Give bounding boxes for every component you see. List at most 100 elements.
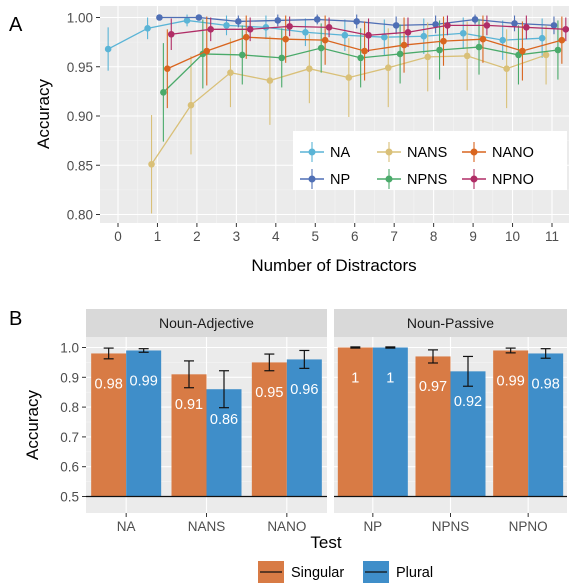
facet-strip: [334, 309, 567, 337]
data-point: [444, 22, 451, 29]
legend-key: [308, 175, 316, 183]
y-tick-label: 0.85: [67, 158, 93, 173]
data-point: [306, 65, 313, 73]
bar-plural: [372, 347, 408, 497]
legend-label: NP: [330, 172, 350, 188]
x-tick-label: NP: [363, 519, 382, 534]
data-point: [432, 21, 439, 28]
y-tick-label: 0.8: [60, 400, 79, 415]
bar-singular: [337, 347, 373, 497]
y-tick-label: 0.80: [67, 208, 93, 223]
data-point: [207, 26, 215, 33]
panel-a: 0.800.850.900.951.000 1 2 3 4 5 6 7 8 9 10 11NANPNA…: [9, 6, 569, 275]
data-point: [160, 89, 167, 96]
data-point: [321, 36, 329, 44]
series-npno: [167, 15, 569, 52]
data-label: 1: [351, 370, 359, 386]
data-point: [195, 14, 203, 21]
bar-singular: [91, 353, 127, 497]
data-point: [187, 101, 195, 109]
data-point: [317, 44, 325, 52]
x-tick-label: 1: [154, 229, 162, 244]
data-label: 0.99: [130, 373, 158, 389]
data-point: [392, 22, 400, 29]
bar-plural: [286, 359, 322, 497]
x-tick-label: 0: [114, 229, 122, 244]
y-tick-label: 1.00: [67, 11, 93, 26]
legend-key: [385, 148, 393, 156]
legend-label: NPNS: [407, 172, 447, 188]
data-label: 0.86: [210, 412, 238, 428]
x-tick-label: 11: [545, 229, 559, 244]
x-tick-label: 5: [312, 229, 320, 244]
data-point: [144, 25, 151, 32]
data-point: [471, 16, 479, 23]
data-point: [550, 22, 558, 29]
data-point: [246, 26, 254, 33]
facet-title: Noun-Adjective: [159, 315, 254, 331]
y-axis-title: Accuracy: [23, 390, 42, 460]
data-point: [274, 17, 282, 24]
bar-plural: [450, 371, 486, 497]
x-tick-label: NPNO: [509, 519, 548, 534]
data-label: 0.98: [532, 376, 560, 392]
y-tick-label: 0.5: [60, 490, 79, 505]
series-npns: [160, 19, 562, 142]
data-point: [384, 64, 392, 72]
legend-label: Singular: [291, 565, 344, 581]
legend-key: [470, 148, 478, 156]
data-point: [519, 47, 526, 55]
data-point: [341, 31, 349, 39]
x-tick-label: NPNS: [432, 519, 470, 534]
data-point: [357, 54, 364, 62]
x-tick-label: 7: [390, 229, 398, 244]
legend-key: [308, 148, 316, 156]
x-tick-label: 6: [351, 229, 359, 244]
series-nano: [164, 15, 566, 109]
data-point: [420, 32, 428, 40]
bar-plural: [528, 353, 564, 497]
data-point: [223, 22, 230, 29]
data-point: [365, 31, 372, 39]
data-point: [345, 74, 353, 81]
legend-label: NPNO: [492, 172, 534, 188]
data-point: [538, 34, 546, 42]
bar-singular: [415, 356, 451, 497]
data-point: [381, 33, 388, 41]
bar-singular: [251, 362, 287, 497]
data-point: [278, 54, 286, 62]
data-point: [499, 36, 506, 44]
data-point: [325, 24, 333, 31]
bar-singular: [171, 374, 207, 497]
x-tick-label: 8: [430, 229, 438, 244]
data-point: [183, 17, 191, 24]
data-point: [302, 28, 309, 36]
data-point: [148, 160, 155, 168]
legend: NA NP NANS NPNS NANO NPNO: [293, 131, 567, 190]
data-point: [282, 35, 289, 43]
data-label: 1: [386, 370, 394, 386]
data-label: 0.92: [454, 394, 482, 410]
data-point: [404, 28, 412, 36]
legend-background: [293, 131, 567, 190]
y-tick-label: 0.9: [60, 370, 79, 385]
data-point: [523, 24, 530, 31]
x-axis-title: Number of Distractors: [251, 256, 416, 275]
y-axis-title: Accuracy: [34, 79, 53, 149]
data-point: [483, 22, 491, 29]
data-point: [440, 37, 447, 45]
y-tick-label: 0.7: [60, 430, 79, 445]
x-tick-label: 10: [505, 229, 520, 244]
data-point: [156, 14, 163, 21]
data-point: [167, 30, 175, 38]
data-point: [479, 35, 487, 43]
panel-label: B: [9, 308, 22, 330]
data-label: 0.96: [290, 382, 318, 398]
data-label: 0.98: [95, 376, 123, 392]
facet-strip: [86, 309, 327, 337]
legend-label: NANS: [407, 145, 447, 161]
facet-noun-passive: Noun-Passive 1 1 NP 0.97 0.92 NPNS 0.99 0.98 NPNO: [334, 309, 567, 534]
data-label: 0.99: [497, 373, 525, 389]
data-point: [424, 53, 432, 61]
